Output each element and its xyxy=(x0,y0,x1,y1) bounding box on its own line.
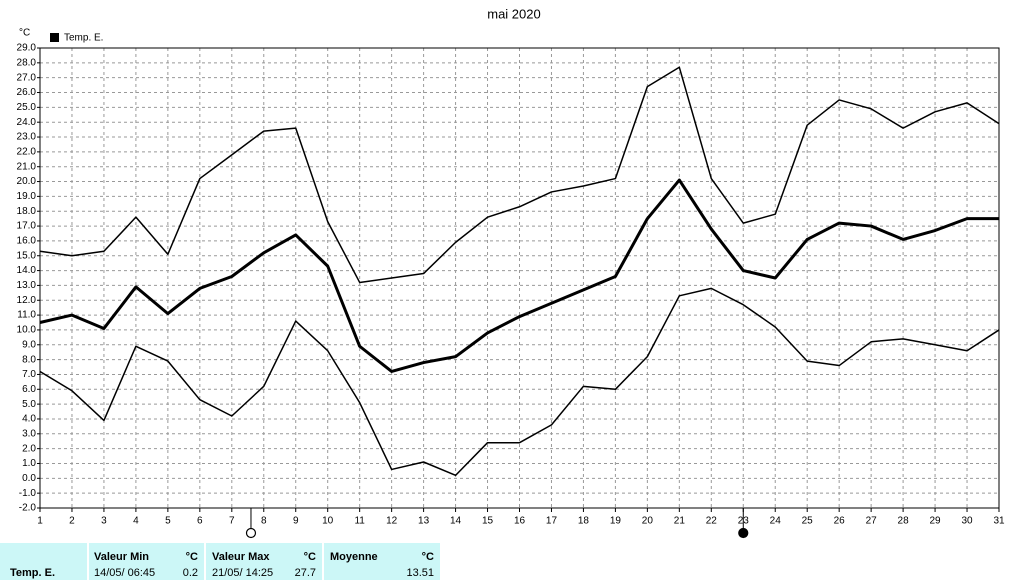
x-tick-label: 4 xyxy=(133,516,139,527)
y-tick-label: 23.0 xyxy=(17,132,37,143)
stats-value: 0.2 xyxy=(183,567,198,579)
x-tick-label: 13 xyxy=(418,516,430,527)
y-tick-label: 17.0 xyxy=(17,221,37,232)
y-tick-label: 22.0 xyxy=(17,147,37,158)
stats-value: 27.7 xyxy=(295,567,316,579)
x-tick-label: 11 xyxy=(354,516,365,527)
x-tick-label: 28 xyxy=(898,516,910,527)
y-tick-label: 14.0 xyxy=(17,265,37,276)
x-tick-label: 29 xyxy=(930,516,942,527)
plot-border xyxy=(39,47,1000,509)
x-tick-label: 1 xyxy=(37,516,43,527)
y-tick-label: 9.0 xyxy=(22,339,36,350)
series-line xyxy=(39,66,1000,284)
y-tick-label: 7.0 xyxy=(22,369,36,380)
y-tick-label: 10.0 xyxy=(17,325,37,336)
stats-blank xyxy=(440,543,1024,580)
stats-header: °C xyxy=(186,551,198,563)
stats-value: 13.51 xyxy=(406,567,434,579)
moon-marker xyxy=(245,527,257,539)
stats-header: Valeur Min xyxy=(94,551,149,563)
chart-title: mai 2020 xyxy=(487,6,540,21)
stats-header: Moyenne xyxy=(330,551,378,563)
y-tick-label: 3.0 xyxy=(22,428,36,439)
x-tick-label: 5 xyxy=(165,516,171,527)
x-tick-label: 3 xyxy=(101,516,107,527)
y-tick-label: 1.0 xyxy=(22,458,36,469)
moon-marker xyxy=(738,527,749,539)
stats-value: 21/05/ 14:25 xyxy=(212,567,273,579)
x-tick-label: 7 xyxy=(229,516,235,527)
y-tick-label: 2.0 xyxy=(22,443,36,454)
x-tick-label: 31 xyxy=(993,516,1005,527)
y-tick-label: 4.0 xyxy=(22,414,36,425)
y-tick-label: 24.0 xyxy=(17,117,37,128)
legend-label: Temp. E. xyxy=(64,33,103,44)
y-tick-label: 21.0 xyxy=(17,161,37,172)
x-tick-label: 14 xyxy=(450,516,462,527)
y-tick-label: 25.0 xyxy=(17,102,37,113)
y-tick-label: 29.0 xyxy=(17,43,37,54)
x-tick-label: 24 xyxy=(770,516,782,527)
y-tick-label: 6.0 xyxy=(22,384,36,395)
y-tick-label: -2.0 xyxy=(19,503,37,514)
x-tick-label: 6 xyxy=(197,516,203,527)
y-tick-label: 26.0 xyxy=(17,87,37,98)
x-tick-label: 20 xyxy=(642,516,654,527)
x-tick-label: 19 xyxy=(610,516,622,527)
y-tick-label: 11.0 xyxy=(17,310,36,321)
x-tick-label: 17 xyxy=(546,516,558,527)
stats-header: Valeur Max xyxy=(212,551,270,563)
x-tick-label: 2 xyxy=(69,516,75,527)
series-line xyxy=(39,178,999,373)
legend-swatch xyxy=(50,33,59,42)
x-tick-label: 30 xyxy=(961,516,973,527)
y-tick-label: 8.0 xyxy=(22,354,36,365)
y-tick-label: 28.0 xyxy=(17,57,37,68)
y-tick-label: 12.0 xyxy=(17,295,37,306)
x-tick-label: 9 xyxy=(293,516,299,527)
x-tick-label: 18 xyxy=(578,516,590,527)
x-tick-label: 27 xyxy=(866,516,878,527)
y-tick-label: 16.0 xyxy=(17,236,37,247)
x-tick-label: 25 xyxy=(802,516,814,527)
y-tick-label: 19.0 xyxy=(17,191,37,202)
y-tick-label: 20.0 xyxy=(17,176,37,187)
y-tick-label: 15.0 xyxy=(17,250,37,261)
x-tick-label: 16 xyxy=(514,516,526,527)
x-tick-label: 21 xyxy=(674,516,686,527)
x-tick-label: 26 xyxy=(834,516,846,527)
x-tick-label: 22 xyxy=(706,516,718,527)
x-tick-label: 8 xyxy=(261,516,267,527)
stats-header: °C xyxy=(304,551,316,563)
y-tick-label: 13.0 xyxy=(17,280,37,291)
stats-value: 14/05/ 06:45 xyxy=(94,567,155,579)
y-axis-label: °C xyxy=(19,28,30,39)
y-tick-label: 0.0 xyxy=(22,473,36,484)
y-tick-label: 18.0 xyxy=(17,206,37,217)
stats-row-label: Temp. E. xyxy=(10,567,55,579)
y-tick-label: -1.0 xyxy=(19,488,37,499)
x-tick-label: 10 xyxy=(322,516,334,527)
stats-header: °C xyxy=(422,551,434,563)
x-tick-label: 12 xyxy=(386,516,398,527)
x-tick-label: 15 xyxy=(482,516,494,527)
y-tick-label: 27.0 xyxy=(17,72,37,83)
series-line xyxy=(39,287,1000,477)
y-tick-label: 5.0 xyxy=(22,399,36,410)
